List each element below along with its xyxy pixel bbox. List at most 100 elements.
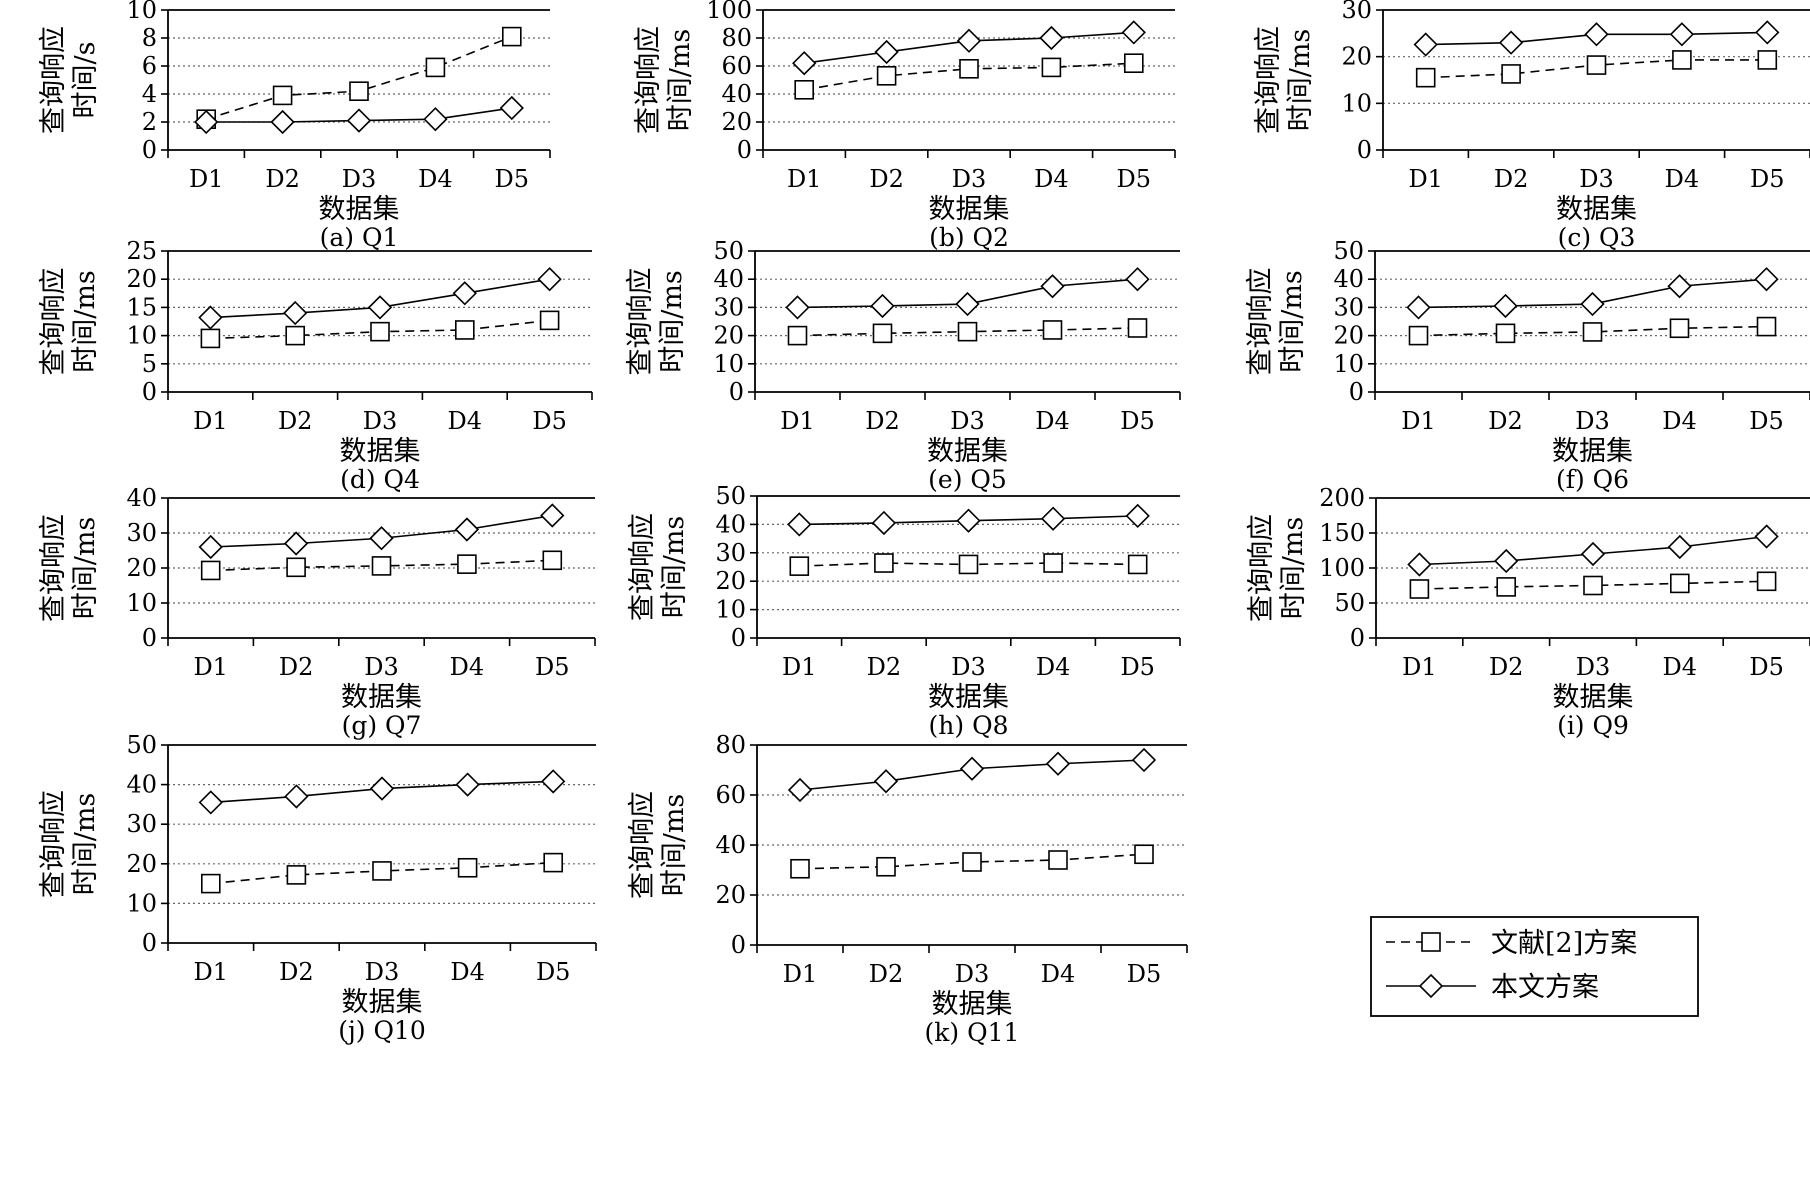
data-point xyxy=(1042,320,1063,340)
x-tick-label: D3 xyxy=(363,407,398,435)
data-point xyxy=(454,320,475,340)
x-tick-label: D5 xyxy=(1749,407,1784,435)
data-point xyxy=(1121,20,1146,45)
x-tick-label: D4 xyxy=(1035,407,1070,435)
data-point xyxy=(1134,844,1154,865)
data-point xyxy=(874,39,899,65)
x-axis-label: 数据集 xyxy=(927,436,1008,467)
data-point xyxy=(1125,267,1150,292)
x-tick-label: D1 xyxy=(787,165,822,193)
x-tick-label: D4 xyxy=(418,165,453,193)
panel-caption: (i) Q9 xyxy=(1557,711,1629,740)
data-point xyxy=(272,85,293,106)
series-baseline xyxy=(794,53,1144,100)
y-axis-label-line: 查询响应 xyxy=(627,791,658,899)
data-point xyxy=(1669,22,1695,47)
x-tick-label: D1 xyxy=(783,960,818,988)
series-baseline xyxy=(789,553,1148,576)
data-point xyxy=(956,28,982,53)
x-tick-label: D3 xyxy=(342,165,377,193)
y-tick-label: 8 xyxy=(142,24,157,52)
x-axis-label: 数据集 xyxy=(1556,194,1637,225)
series-proposed xyxy=(198,503,565,560)
y-tick-label: 15 xyxy=(126,293,157,321)
y-tick-label: 20 xyxy=(126,850,157,878)
x-tick-label: D1 xyxy=(1408,165,1443,193)
data-point xyxy=(457,554,477,574)
series-line xyxy=(1418,325,1767,337)
data-point xyxy=(959,58,979,79)
data-point xyxy=(1755,20,1780,45)
data-point xyxy=(959,756,985,781)
chart-panel-3: 0 10 20 30 D1 D2 D3 D4 D5 数据集(c) Q3 查询响应 时间/ms xyxy=(1253,0,1810,252)
y-tick-label: 0 xyxy=(729,378,744,406)
data-point xyxy=(425,57,446,78)
series-proposed xyxy=(787,747,1157,803)
x-tick-label: D1 xyxy=(1401,407,1436,435)
y-tick-label: 50 xyxy=(1334,589,1365,617)
x-tick-label: D4 xyxy=(1662,407,1697,435)
data-point xyxy=(1498,30,1524,55)
panel-caption: (g) Q7 xyxy=(342,711,422,740)
y-tick-label: 40 xyxy=(126,771,157,799)
y-tick-label: 150 xyxy=(1319,519,1365,547)
series-line xyxy=(205,35,513,120)
data-point xyxy=(1039,25,1064,51)
x-tick-label: D3 xyxy=(1576,653,1611,681)
y-tick-label: 30 xyxy=(715,539,746,567)
series-proposed xyxy=(792,20,1146,76)
panel-caption: (f) Q6 xyxy=(1556,465,1629,494)
y-tick-label: 0 xyxy=(731,624,746,652)
panel-caption: (j) Q10 xyxy=(338,1016,426,1045)
x-axis-label: 数据集 xyxy=(928,682,1009,713)
x-tick-label: D1 xyxy=(194,958,229,986)
data-point xyxy=(454,517,480,542)
data-point xyxy=(787,777,813,803)
x-axis-label: 数据集 xyxy=(932,989,1013,1020)
y-tick-label: 20 xyxy=(715,567,746,595)
data-point xyxy=(1580,291,1605,317)
x-tick-label: D3 xyxy=(1579,165,1614,193)
y-axis-label-line: 查询响应 xyxy=(1253,26,1284,134)
series-proposed xyxy=(1406,267,1779,320)
y-axis-label: 查询响应 时间/ms xyxy=(38,268,101,376)
y-tick-label: 80 xyxy=(715,731,746,759)
legend-marker xyxy=(1421,932,1441,952)
x-axis-label: 数据集 xyxy=(319,194,400,225)
data-point xyxy=(1501,64,1521,84)
data-point xyxy=(956,508,981,533)
y-axis-label-line: 查询响应 xyxy=(38,268,69,376)
y-tick-label: 10 xyxy=(126,0,157,24)
x-tick-label: D2 xyxy=(265,165,300,193)
data-point xyxy=(452,281,477,306)
x-axis-label: 数据集 xyxy=(1553,682,1634,713)
legend-marker xyxy=(1418,973,1444,999)
y-tick-label: 20 xyxy=(1333,322,1364,350)
y-tick-label: 6 xyxy=(142,52,157,80)
data-point xyxy=(369,526,394,551)
y-tick-label: 0 xyxy=(737,136,752,164)
y-tick-label: 20 xyxy=(713,322,744,350)
y-tick-label: 0 xyxy=(731,931,746,959)
x-tick-label: D2 xyxy=(869,960,904,988)
y-tick-label: 50 xyxy=(1333,237,1364,265)
data-point xyxy=(1040,274,1065,299)
data-point xyxy=(1584,22,1609,47)
data-point xyxy=(1041,57,1062,78)
y-axis-label: 查询响应 时间/ms xyxy=(1253,26,1316,134)
series-baseline xyxy=(200,550,563,581)
y-axis-label: 查询响应 时间/ms xyxy=(1246,514,1309,622)
data-point xyxy=(794,80,815,100)
data-point xyxy=(455,772,480,797)
data-point xyxy=(1754,267,1779,292)
data-point xyxy=(194,109,219,135)
y-tick-label: 30 xyxy=(126,810,157,838)
x-tick-label: D2 xyxy=(1494,165,1529,193)
y-axis-label: 查询响应 时间/ms xyxy=(38,514,101,622)
y-tick-label: 40 xyxy=(1333,265,1364,293)
series-baseline xyxy=(1415,50,1778,88)
x-tick-label: D5 xyxy=(1120,407,1155,435)
